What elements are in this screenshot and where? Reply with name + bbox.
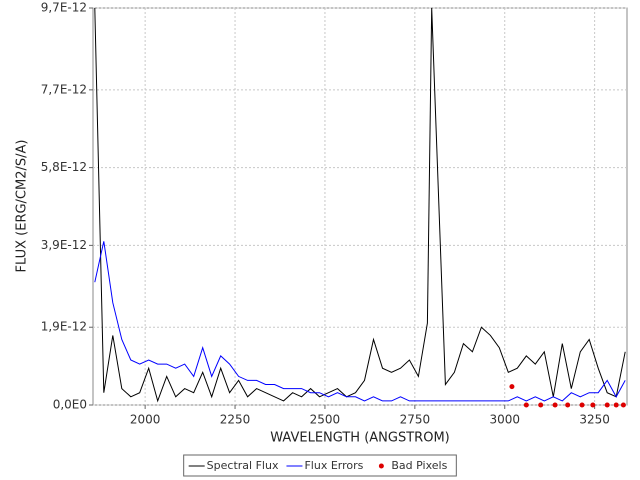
plot-area [92,7,628,406]
bad-pixel [579,402,585,408]
y-tick-label: 0,0E0 [53,398,87,412]
y-axis-title: FLUX (ERG/CM2/S/A) [15,140,30,273]
series-line [94,241,626,402]
grid: 0,0E0 1,9E-12 3,9E-12 5,8E-12 7,7E-12 9,7E-12… [41,1,627,427]
legend-box [183,454,457,477]
bad-pixel [590,402,596,408]
bad-pixel [538,402,544,408]
bad-pixel [613,402,619,408]
y-tick-label: 7,7E-12 [41,82,87,96]
x-tick-label: 3000 [489,413,520,427]
bad-pixel [552,402,558,408]
x-tick-label: 2750 [400,413,431,427]
bad-pixel [604,402,610,408]
marks [94,7,626,408]
x-tick-label: 3250 [579,413,610,427]
x-tick-label: 2250 [220,413,251,427]
x-tick-label: 2500 [310,413,341,427]
y-tick-label: 3,9E-12 [41,238,87,252]
legend-label: Flux Errors [304,459,363,472]
legend-label: Bad Pixels [391,459,447,472]
legend-label: Spectral Flux [207,459,279,472]
series-line [94,7,626,403]
bad-pixel [523,402,529,408]
x-axis-title: WAVELENGTH (ANGSTROM) [270,431,449,446]
legend-marker [378,463,384,469]
x-tick-label: 2000 [130,413,161,427]
legend: Spectral Flux Flux Errors Bad Pixels [188,459,448,472]
y-tick-label: 9,7E-12 [41,1,87,15]
bad-pixel [565,402,571,408]
y-tick-label: 5,8E-12 [41,160,87,174]
y-tick-label: 1,9E-12 [41,320,87,334]
bad-pixel [509,384,515,390]
bad-pixel [620,402,626,408]
